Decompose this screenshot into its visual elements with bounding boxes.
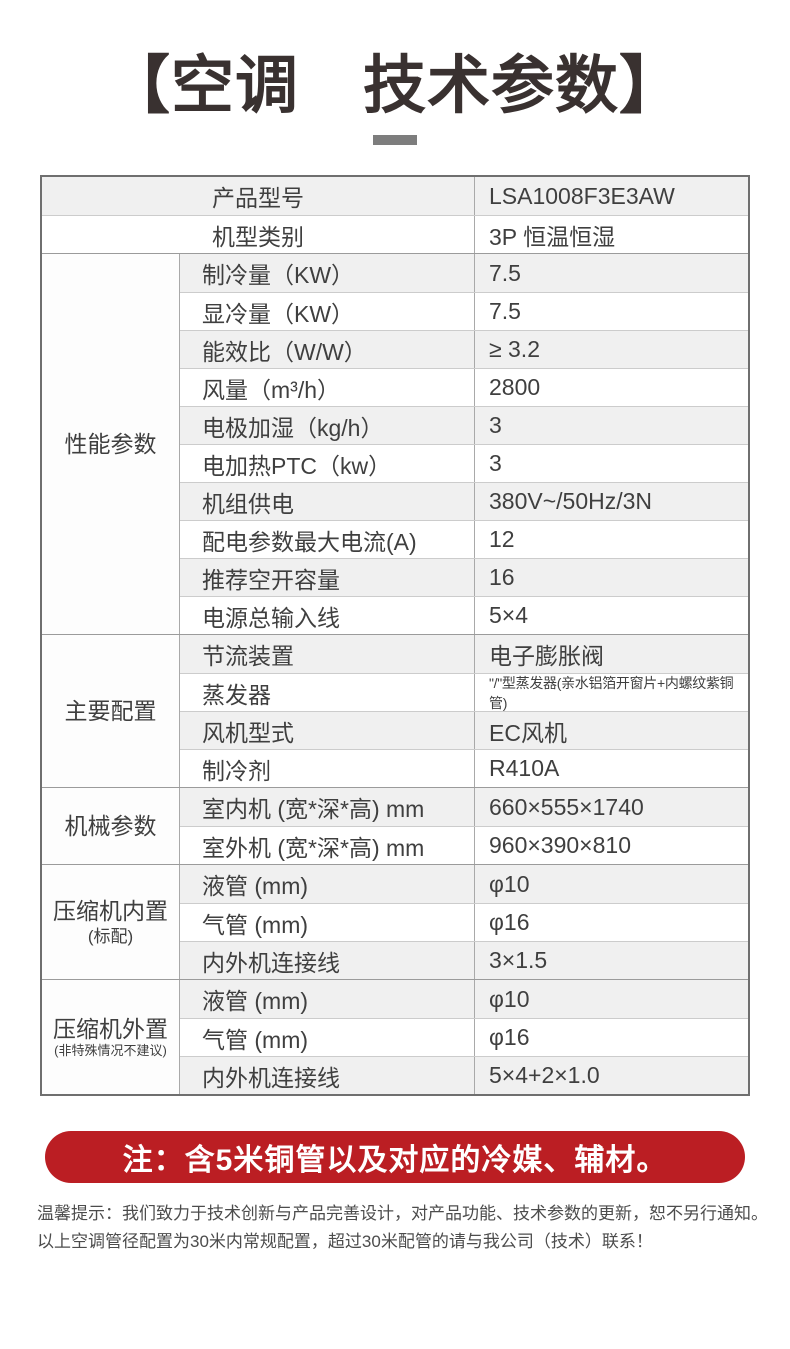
spec-label: 电极加湿（kg/h） — [202, 414, 384, 441]
spec-value: 5×4+2×1.0 — [474, 1057, 748, 1095]
spec-value: 16 — [474, 559, 748, 597]
footer-line-2: 以上空调管径配置为30米内常规配置，超过30米配管的请与我公司（技术）联系！ — [37, 1232, 653, 1252]
spec-value: 12 — [474, 521, 748, 559]
note-banner: 注：含5米铜管以及对应的冷媒、辅材。 — [45, 1131, 745, 1184]
table-row: 内外机连接线 5×4+2×1.0 — [180, 1056, 748, 1095]
spec-value: 3 — [474, 445, 748, 483]
spec-label: 室外机 (宽*深*高) mm — [202, 834, 425, 861]
spec-label: 内外机连接线 — [202, 949, 340, 976]
spec-value: 7.5 — [474, 254, 748, 293]
group-sublabel: (标配) — [87, 926, 134, 946]
spec-label: 产品型号 — [212, 185, 304, 212]
title-underline-dash — [373, 135, 417, 146]
table-row: 蒸发器 "/"型蒸发器(亲水铝箔开窗片+内螺纹紫铜管) — [180, 673, 748, 712]
spec-value: LSA1008F3E3AW — [474, 177, 748, 216]
spec-label: 液管 (mm) — [202, 988, 309, 1015]
group-label: 主要配置 — [42, 635, 180, 788]
spec-label: 推荐空开容量 — [202, 566, 340, 593]
table-row: 制冷剂 R410A — [180, 749, 748, 788]
table-row: 液管 (mm) φ10 — [180, 980, 748, 1019]
spec-label: 蒸发器 — [202, 681, 271, 708]
group-sublabel: (非特殊情况不建议) — [54, 1043, 167, 1059]
spec-label: 能效比（W/W） — [202, 338, 367, 365]
spec-label: 室内机 (宽*深*高) mm — [202, 796, 425, 823]
spec-value: ≥ 3.2 — [474, 331, 748, 369]
group-label: 机械参数 — [42, 788, 180, 865]
page-title: 【空调 技术参数】 — [107, 51, 683, 121]
group-mechanical: 机械参数 室内机 (宽*深*高) mm 660×555×1740 室外机 (宽*… — [42, 787, 748, 865]
spec-value: 7.5 — [474, 293, 748, 331]
spec-value: 380V~/50Hz/3N — [474, 483, 748, 521]
spec-value: 5×4 — [474, 597, 748, 635]
table-row: 机组供电 380V~/50Hz/3N — [180, 482, 748, 521]
table-row: 能效比（W/W） ≥ 3.2 — [180, 330, 748, 369]
group-compressor-internal: 压缩机内置 (标配) 液管 (mm) φ10 气管 (mm) φ16 内外机连接… — [42, 864, 748, 980]
spec-value: 3 — [474, 407, 748, 445]
spec-value: φ16 — [474, 904, 748, 942]
spec-value: 3P 恒温恒湿 — [474, 216, 748, 254]
spec-value: 2800 — [474, 369, 748, 407]
table-row: 室内机 (宽*深*高) mm 660×555×1740 — [180, 788, 748, 827]
spec-label: 风机型式 — [202, 719, 294, 746]
table-row: 制冷量（KW） 7.5 — [180, 254, 748, 293]
group-main-config: 主要配置 节流装置 电子膨胀阀 蒸发器 "/"型蒸发器(亲水铝箔开窗片+内螺纹紫… — [42, 634, 748, 788]
group-compressor-external: 压缩机外置 (非特殊情况不建议) 液管 (mm) φ10 气管 (mm) φ16… — [42, 979, 748, 1095]
spec-label: 制冷量（KW） — [202, 262, 355, 289]
table-row: 电源总输入线 5×4 — [180, 596, 748, 635]
spec-label: 机型类别 — [212, 223, 304, 250]
table-row: 配电参数最大电流(A) 12 — [180, 520, 748, 559]
table-row: 内外机连接线 3×1.5 — [180, 941, 748, 980]
spec-label: 制冷剂 — [202, 757, 271, 784]
spec-label: 显冷量（KW） — [202, 300, 355, 327]
table-row: 节流装置 电子膨胀阀 — [180, 635, 748, 674]
table-row-product-model: 产品型号 LSA1008F3E3AW — [42, 177, 748, 216]
spec-label: 内外机连接线 — [202, 1064, 340, 1091]
spec-label: 配电参数最大电流(A) — [202, 528, 417, 555]
group-label: 压缩机外置 (非特殊情况不建议) — [42, 980, 180, 1095]
table-row: 风量（m³/h） 2800 — [180, 368, 748, 407]
spec-label: 电源总输入线 — [202, 604, 340, 631]
spec-value: φ16 — [474, 1019, 748, 1057]
spec-label: 机组供电 — [202, 490, 294, 517]
table-row: 显冷量（KW） 7.5 — [180, 292, 748, 331]
spec-value: R410A — [474, 750, 748, 788]
table-row: 液管 (mm) φ10 — [180, 865, 748, 904]
table-row: 气管 (mm) φ16 — [180, 1018, 748, 1057]
spec-value: "/"型蒸发器(亲水铝箔开窗片+内螺纹紫铜管) — [474, 674, 748, 712]
spec-value: φ10 — [474, 980, 748, 1019]
spec-label: 气管 (mm) — [202, 1026, 309, 1053]
spec-value: 960×390×810 — [474, 827, 748, 865]
table-row: 室外机 (宽*深*高) mm 960×390×810 — [180, 826, 748, 865]
table-row: 气管 (mm) φ16 — [180, 903, 748, 942]
table-row: 电极加湿（kg/h） 3 — [180, 406, 748, 445]
footer-tips: 温馨提示：我们致力于技术创新与产品完善设计，对产品功能、技术参数的更新，恕不另行… — [37, 1200, 790, 1256]
spec-label: 节流装置 — [202, 643, 294, 670]
group-label: 性能参数 — [42, 254, 180, 635]
table-row-model-category: 机型类别 3P 恒温恒湿 — [42, 215, 748, 254]
spec-value: 电子膨胀阀 — [474, 635, 748, 674]
spec-value: EC风机 — [474, 712, 748, 750]
spec-table: 产品型号 LSA1008F3E3AW 机型类别 3P 恒温恒湿 性能参数 制冷量… — [40, 175, 750, 1097]
spec-label: 电加热PTC（kw） — [202, 452, 392, 479]
group-performance: 性能参数 制冷量（KW） 7.5 显冷量（KW） 7.5 能效比（W/W） ≥ … — [42, 253, 748, 635]
table-row: 推荐空开容量 16 — [180, 558, 748, 597]
spec-label: 风量（m³/h） — [202, 376, 340, 403]
spec-value: 660×555×1740 — [474, 788, 748, 827]
table-row: 风机型式 EC风机 — [180, 711, 748, 750]
footer-line-1: 温馨提示：我们致力于技术创新与产品完善设计，对产品功能、技术参数的更新，恕不另行… — [37, 1204, 768, 1224]
spec-value: 3×1.5 — [474, 942, 748, 980]
spec-value: φ10 — [474, 865, 748, 904]
table-row: 电加热PTC（kw） 3 — [180, 444, 748, 483]
spec-label: 气管 (mm) — [202, 911, 309, 938]
spec-label: 液管 (mm) — [202, 873, 309, 900]
group-label: 压缩机内置 (标配) — [42, 865, 180, 980]
